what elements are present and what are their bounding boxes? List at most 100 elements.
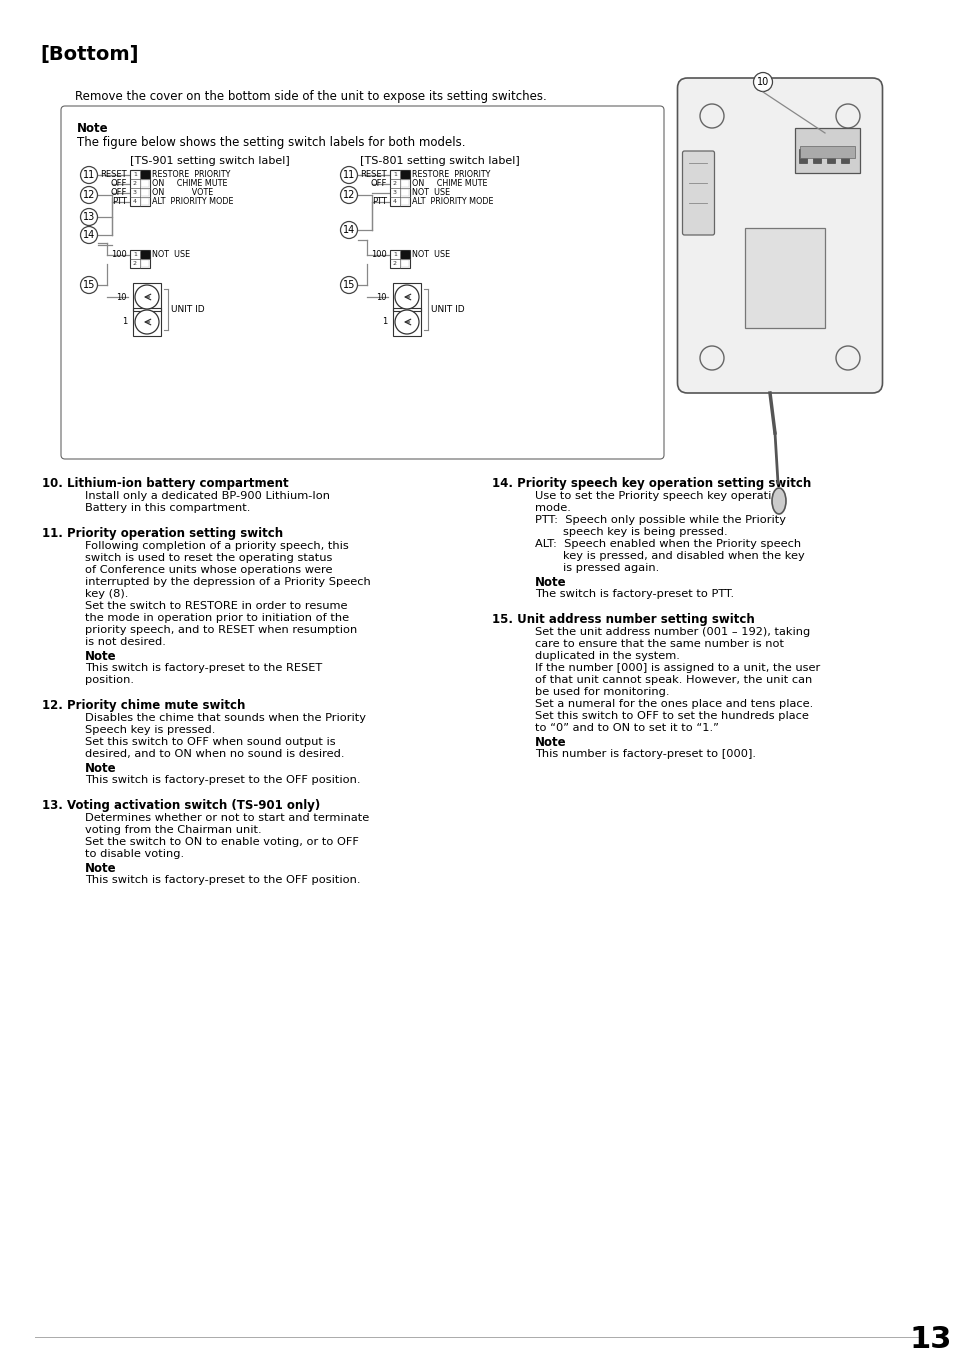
Text: 15: 15: [342, 279, 355, 290]
Text: 13: 13: [83, 212, 95, 221]
Circle shape: [395, 310, 418, 333]
Text: mode.: mode.: [535, 504, 570, 513]
Bar: [812, 148, 821, 163]
Text: ON     CHIME MUTE: ON CHIME MUTE: [412, 180, 487, 188]
Text: RESET: RESET: [360, 170, 387, 180]
Text: 10: 10: [376, 293, 387, 301]
Text: Set a numeral for the ones place and tens place.: Set a numeral for the ones place and ten…: [535, 699, 812, 709]
Text: 12. Priority chime mute switch: 12. Priority chime mute switch: [42, 699, 245, 711]
Circle shape: [80, 227, 97, 243]
Circle shape: [700, 346, 723, 370]
Text: This switch is factory-preset to the RESET: This switch is factory-preset to the RES…: [85, 663, 322, 674]
Circle shape: [700, 104, 723, 128]
Text: switch is used to reset the operating status: switch is used to reset the operating st…: [85, 554, 332, 563]
Text: The switch is factory-preset to PTT.: The switch is factory-preset to PTT.: [535, 589, 734, 599]
Text: 14: 14: [342, 225, 355, 235]
Text: Speech key is pressed.: Speech key is pressed.: [85, 725, 215, 734]
Bar: [393, 308, 420, 336]
Text: Note: Note: [85, 761, 116, 775]
Text: This switch is factory-preset to the OFF position.: This switch is factory-preset to the OFF…: [85, 775, 360, 784]
Text: is pressed again.: is pressed again.: [562, 563, 659, 572]
Text: 4: 4: [393, 198, 396, 204]
Bar: [841, 148, 848, 163]
Text: Set the switch to RESTORE in order to resume: Set the switch to RESTORE in order to re…: [85, 601, 347, 612]
Bar: [132, 284, 161, 310]
Text: priority speech, and to RESET when resumption: priority speech, and to RESET when resum…: [85, 625, 356, 634]
Text: 2: 2: [132, 181, 137, 186]
Text: 2: 2: [132, 261, 137, 266]
Text: Following completion of a priority speech, this: Following completion of a priority speec…: [85, 541, 349, 551]
Text: interrupted by the depression of a Priority Speech: interrupted by the depression of a Prior…: [85, 576, 371, 587]
Text: [TS-801 setting switch label]: [TS-801 setting switch label]: [359, 157, 519, 166]
Text: duplicated in the system.: duplicated in the system.: [535, 651, 679, 661]
Text: RESET: RESET: [100, 170, 127, 180]
Bar: [826, 148, 834, 163]
Bar: [130, 170, 150, 207]
Text: NOT  USE: NOT USE: [412, 250, 450, 259]
Text: 1: 1: [393, 252, 396, 256]
Text: of Conference units whose operations were: of Conference units whose operations wer…: [85, 566, 333, 575]
Bar: [744, 228, 824, 328]
Bar: [393, 284, 420, 310]
Text: This switch is factory-preset to the OFF position.: This switch is factory-preset to the OFF…: [85, 875, 360, 886]
Text: PTT: PTT: [112, 197, 127, 207]
Text: RESTORE  PRIORITY: RESTORE PRIORITY: [412, 170, 490, 180]
FancyBboxPatch shape: [677, 78, 882, 393]
Text: Note: Note: [85, 863, 116, 875]
Text: This number is factory-preset to [000].: This number is factory-preset to [000].: [535, 749, 755, 759]
Circle shape: [395, 285, 418, 309]
Text: to “0” and to ON to set it to “1.”: to “0” and to ON to set it to “1.”: [535, 724, 719, 733]
Text: desired, and to ON when no sound is desired.: desired, and to ON when no sound is desi…: [85, 749, 344, 759]
Text: ON     CHIME MUTE: ON CHIME MUTE: [152, 180, 227, 188]
Text: ALT  PRIORITY MODE: ALT PRIORITY MODE: [412, 197, 493, 207]
Text: PTT:  Speech only possible while the Priority: PTT: Speech only possible while the Prio…: [535, 514, 785, 525]
Bar: [800, 146, 854, 158]
Text: 3: 3: [393, 190, 396, 194]
Circle shape: [135, 310, 159, 333]
Text: 12: 12: [342, 190, 355, 200]
Text: Set the switch to ON to enable voting, or to OFF: Set the switch to ON to enable voting, o…: [85, 837, 358, 846]
Bar: [390, 250, 410, 269]
Text: 12: 12: [83, 190, 95, 200]
FancyBboxPatch shape: [61, 107, 663, 459]
Text: 11: 11: [83, 170, 95, 180]
Circle shape: [135, 285, 159, 309]
Text: OFF: OFF: [370, 180, 387, 188]
Bar: [400, 189, 409, 196]
Text: ON           VOTE: ON VOTE: [152, 188, 213, 197]
Text: 10: 10: [756, 77, 768, 86]
Text: 2: 2: [393, 181, 396, 186]
Bar: [400, 261, 409, 267]
Bar: [799, 148, 806, 163]
Text: be used for monitoring.: be used for monitoring.: [535, 687, 669, 697]
Circle shape: [835, 104, 859, 128]
Text: 4: 4: [132, 198, 137, 204]
Bar: [141, 189, 149, 196]
Text: Remove the cover on the bottom side of the unit to expose its setting switches.: Remove the cover on the bottom side of t…: [75, 90, 546, 103]
Text: 13. Voting activation switch (TS-901 only): 13. Voting activation switch (TS-901 onl…: [42, 799, 320, 811]
Text: care to ensure that the same number is not: care to ensure that the same number is n…: [535, 639, 783, 649]
Text: 1: 1: [132, 171, 137, 177]
Text: If the number [000] is assigned to a unit, the user: If the number [000] is assigned to a uni…: [535, 663, 820, 674]
Text: Set this switch to OFF when sound output is: Set this switch to OFF when sound output…: [85, 737, 335, 747]
Text: Use to set the Priority speech key operation: Use to set the Priority speech key opera…: [535, 491, 785, 501]
Text: 10: 10: [116, 293, 127, 301]
Bar: [141, 180, 149, 188]
Text: Disables the chime that sounds when the Priority: Disables the chime that sounds when the …: [85, 713, 366, 724]
Bar: [400, 198, 409, 205]
Circle shape: [340, 186, 357, 204]
Ellipse shape: [771, 487, 785, 514]
Text: to disable voting.: to disable voting.: [85, 849, 184, 859]
Text: ALT  PRIORITY MODE: ALT PRIORITY MODE: [152, 197, 233, 207]
Text: UNIT ID: UNIT ID: [171, 305, 204, 315]
Text: Note: Note: [535, 736, 566, 749]
Circle shape: [753, 73, 772, 92]
Bar: [400, 171, 409, 178]
Text: NOT  USE: NOT USE: [152, 250, 190, 259]
Text: UNIT ID: UNIT ID: [431, 305, 464, 315]
Text: 14. Priority speech key operation setting switch: 14. Priority speech key operation settin…: [492, 477, 810, 490]
Text: 1: 1: [381, 317, 387, 327]
Text: key (8).: key (8).: [85, 589, 129, 599]
Text: 14: 14: [83, 230, 95, 240]
Text: 11: 11: [342, 170, 355, 180]
